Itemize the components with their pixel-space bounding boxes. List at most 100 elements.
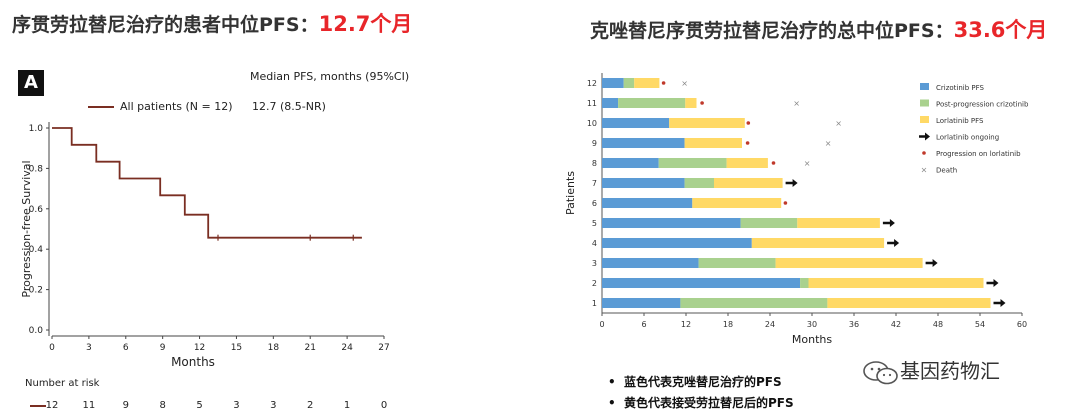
km-y-tick-label: 0.6 [29,205,44,215]
km-chart: 0.0 0.2 0.4 0.6 0.8 1.0 0 3 6 9 12 15 18 21 24 27 Months… [20,122,390,369]
swimmer-chart: 0 6 12 18 24 30 36 42 48 54 60MonthsPatients121110… [564,73,1029,346]
km-x-tick-label: 21 [304,343,315,353]
swim-bar-crizotinib [602,118,670,128]
km-legend-header: Median PFS, months (95%CI) [250,70,410,83]
swim-bar-crizotinib [602,178,685,188]
ongoing-arrow-icon [785,179,798,187]
legend-dot-icon [922,151,926,155]
km-x-tick-label: 27 [378,343,389,353]
swim-y-tick-label: 7 [592,179,597,188]
swim-bar-crizotinib [602,138,685,148]
risk-count: 2 [307,400,314,411]
km-y-axis-title: Progression-free Survival [20,160,33,297]
swim-legend-label: Lorlatinib ongoing [936,134,999,142]
death-marker: × [835,119,842,128]
ongoing-arrow-icon [887,239,900,247]
swim-legend-label: Death [936,167,957,175]
swim-bar-post-progression [740,218,798,228]
swim-bar-lorlatinib [714,178,783,188]
left-headline-highlight: 12.7个月 [318,12,413,36]
risk-count: 5 [196,400,203,411]
swim-x-tick-label: 30 [807,320,817,329]
swim-bar-lorlatinib [827,298,991,308]
km-y-tick-label: 0.4 [29,245,44,255]
swim-y-tick-label: 8 [592,159,597,168]
km-y-tick-label: 0.0 [29,326,44,336]
swim-x-tick-label: 36 [849,320,859,329]
km-x-tick-label: 3 [86,343,92,353]
right-headline: 克唑替尼序贯劳拉替尼治疗的总中位PFS：33.6个月 [590,14,1047,44]
km-x-tick-label: 24 [341,343,353,353]
swim-bar-crizotinib [602,298,681,308]
km-legend-entry: All patients (N = 12) [120,100,233,113]
risk-count: 8 [159,400,166,411]
km-x-tick-label: 9 [160,343,166,353]
swim-bar-crizotinib [602,258,699,268]
swim-bar-post-progression [698,258,776,268]
swim-legend-label: Lorlatinib PFS [936,117,984,125]
progression-marker [700,101,704,105]
risk-swatch [30,405,46,407]
death-marker: × [804,159,811,168]
swim-y-tick-label: 9 [592,139,597,148]
swim-y-tick-label: 12 [587,79,597,88]
bullet-list: 蓝色代表克唑替尼治疗的PFS 黄色代表接受劳拉替尼后的PFS [608,372,794,414]
km-x-tick-label: 15 [231,343,242,353]
km-x-tick-label: 6 [123,343,129,353]
right-headline-text: 克唑替尼序贯劳拉替尼治疗的总中位PFS： [590,20,954,42]
swim-bar-lorlatinib [685,98,697,108]
swim-bar-post-progression [618,98,686,108]
ongoing-arrow-icon [986,279,999,287]
swim-x-tick-label: 60 [1017,320,1027,329]
swim-x-tick-label: 6 [641,320,646,329]
swim-bar-lorlatinib [808,278,984,288]
progression-marker [771,161,776,165]
swim-bar-crizotinib [602,78,624,88]
swim-y-tick-label: 1 [592,299,597,308]
swim-bar-lorlatinib [692,198,782,208]
km-x-axis-title: Months [171,355,215,369]
swim-legend-label: Crizotinib PFS [936,84,985,92]
risk-count: 11 [82,400,96,411]
progression-marker [783,201,788,205]
ongoing-arrow-icon [925,259,938,267]
bullet-lorlatinib: 黄色代表接受劳拉替尼后的PFS [608,393,794,414]
km-y-tick-label: 0.2 [29,286,43,296]
km-legend-value: 12.7 (8.5-NR) [252,100,326,113]
swim-legend-label: Progression on lorlatinib [936,150,1021,158]
swim-x-tick-label: 54 [975,320,985,329]
km-y-tick-label: 1.0 [29,124,44,134]
swim-y-tick-label: 6 [592,199,597,208]
swim-bar-crizotinib [602,238,752,248]
swim-x-tick-label: 24 [765,320,775,329]
swim-legend-swatch [920,83,929,90]
swim-bar-lorlatinib [726,158,768,168]
risk-count: 1 [343,400,351,411]
swim-x-axis-title: Months [792,333,832,346]
swim-bar-post-progression [680,298,828,308]
right-headline-highlight: 33.6个月 [953,18,1048,42]
swim-bar-crizotinib [602,218,741,228]
swim-bar-lorlatinib [669,118,745,128]
swim-legend-label: Post-progression crizotinib [936,101,1029,109]
swim-bar-lorlatinib [684,138,742,148]
swim-y-tick-label: 10 [587,119,597,128]
progression-marker [745,141,750,145]
swim-x-tick-label: 0 [599,320,604,329]
swim-bar-crizotinib [602,98,619,108]
risk-count: 0 [380,400,388,411]
panel-label: A [18,70,44,96]
left-headline: 序贯劳拉替尼治疗的患者中位PFS：12.7个月 [12,8,412,38]
risk-count: 3 [270,400,277,411]
bullet-crizotinib: 蓝色代表克唑替尼治疗的PFS [608,372,794,393]
swim-x-tick-label: 42 [891,320,901,329]
swim-x-tick-label: 12 [681,320,691,329]
swim-legend-swatch [920,116,929,123]
swim-bar-crizotinib [602,278,801,288]
km-survival-line [52,127,362,239]
swim-bar-crizotinib [602,158,659,168]
legend-cross-icon: × [921,166,928,175]
risk-count: 12 [45,400,59,411]
swim-y-tick-label: 4 [592,239,597,248]
swim-y-tick-label: 11 [587,99,597,108]
